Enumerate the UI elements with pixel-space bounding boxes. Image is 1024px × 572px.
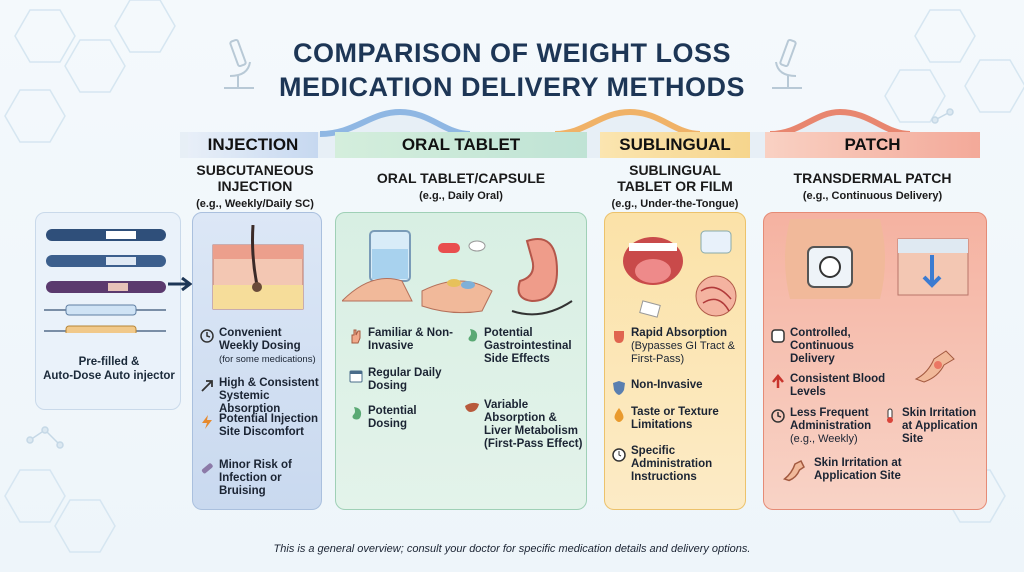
- hand-icon: [351, 329, 361, 344]
- sublingual-item-1: Rapid Absorption (Bypasses GI Tract & Fir…: [611, 327, 745, 366]
- device-label: Pre-filled & Auto-Dose Auto injector: [36, 355, 180, 383]
- sublingual-item-2: Non-Invasive: [611, 379, 745, 396]
- sublingual-item-3: Taste or Texture Limitations: [611, 406, 745, 432]
- square-icon: [771, 329, 785, 343]
- injection-item-3: Potential Injection Site Discomfort: [199, 413, 321, 439]
- oral-item-4-text: Potential Gastrointestinal Side Effects: [484, 327, 572, 365]
- sublingual-item-1-note: (Bypasses GI Tract & First-Pass): [631, 340, 735, 365]
- card-patch: Controlled, Continuous Delivery Consiste…: [763, 212, 987, 510]
- subtitle-patch-line1: TRANSDERMAL PATCH: [793, 170, 952, 186]
- subtitle-injection-line1: SUBCUTANEOUS: [196, 162, 314, 178]
- sublingual-item-2-text: Non-Invasive: [631, 379, 703, 391]
- timer-icon: [612, 448, 626, 462]
- injector-pens-illustration: [44, 229, 166, 333]
- liver-icon: [465, 402, 479, 412]
- patch-item-2-text: Consistent Blood Levels: [790, 373, 886, 398]
- header-injection: INJECTION: [188, 132, 318, 158]
- skin-layers-illustration: [212, 225, 304, 310]
- oral-item-2-text: Regular Daily Dosing: [368, 367, 442, 392]
- header-oral-tablet: ORAL TABLET: [335, 132, 587, 158]
- header-sublingual: SUBLINGUAL: [600, 132, 750, 158]
- oral-item-4: Potential Gastrointestinal Side Effects: [464, 327, 586, 366]
- stomach-icon: [352, 407, 362, 420]
- drop-icon: [614, 408, 624, 422]
- clock-icon: [771, 409, 785, 423]
- patch-item-5: Skin Irritation at Application Site: [780, 457, 930, 483]
- card-injection: Convenient Weekly Dosing (for some medica…: [192, 212, 322, 510]
- patch-item-2: Consistent Blood Levels: [770, 373, 890, 399]
- thermometer-icon: [887, 408, 893, 423]
- body-patch-illustration: [785, 219, 969, 299]
- lightning-icon: [202, 415, 212, 429]
- subtitle-sublingual-line2: TABLET OR FILM: [617, 178, 733, 194]
- microscope-icon: [772, 38, 802, 89]
- subtitle-oral: ORAL TABLET/CAPSULE (e.g., Daily Oral): [335, 170, 587, 204]
- subtitle-sublingual-line1: SUBLINGUAL: [629, 162, 721, 178]
- tongue-icon: [614, 331, 624, 343]
- oral-item-1-text: Familiar & Non-Invasive: [368, 327, 453, 352]
- shield-icon: [613, 381, 625, 395]
- arm-irritation-illustration: [914, 350, 955, 383]
- patch-item-5-text: Skin Irritation at Application Site: [814, 457, 902, 482]
- clock-icon: [200, 329, 214, 343]
- card-oral: Familiar & Non-Invasive Regular Daily Do…: [335, 212, 587, 510]
- injection-item-4: Minor Risk of Infection or Bruising: [199, 459, 321, 498]
- injection-item-1: Convenient Weekly Dosing (for some medica…: [199, 327, 321, 366]
- oral-item-1: Familiar & Non-Invasive: [348, 327, 458, 353]
- sublingual-item-4: Specific Administration Instructions: [611, 445, 745, 484]
- injector-devices-panel: Pre-filled & Auto-Dose Auto injector: [35, 212, 181, 410]
- microscope-icon: [224, 38, 254, 89]
- mouth-tongue-illustration: [623, 230, 737, 318]
- arrow-right-icon: [168, 277, 193, 291]
- subtitle-sublingual-example: (e.g., Under-the-Tongue): [611, 198, 739, 210]
- injection-item-2-text: High & Consistent Systemic Absorption: [219, 377, 319, 415]
- patch-item-1: Controlled, Continuous Delivery: [770, 327, 890, 366]
- glass-pills-stomach-illustration: [342, 230, 573, 316]
- patch-item-3-text: Less Frequent Administration: [790, 407, 872, 432]
- title-line-1: COMPARISON OF WEIGHT LOSS: [292, 38, 731, 68]
- injection-item-1-note: (for some medications): [219, 354, 316, 365]
- patch-item-3: Less Frequent Administration (e.g., Weekl…: [770, 407, 882, 446]
- subtitle-oral-example: (e.g., Daily Oral): [419, 190, 503, 202]
- oral-item-3: Potential Dosing: [348, 405, 458, 431]
- device-label-line2: Auto-Dose Auto injector: [43, 370, 175, 382]
- device-label-line1: Pre-filled &: [78, 356, 140, 368]
- card-sublingual: Rapid Absorption (Bypasses GI Tract & Fir…: [604, 212, 746, 510]
- patch-item-1-text: Controlled, Continuous Delivery: [790, 327, 854, 365]
- bandage-icon: [201, 463, 213, 474]
- injection-item-1-text: Convenient Weekly Dosing: [219, 327, 301, 352]
- subtitle-sublingual: SUBLINGUAL TABLET OR FILM (e.g., Under-t…: [600, 162, 750, 212]
- oral-item-2: Regular Daily Dosing: [348, 367, 458, 393]
- subtitle-oral-line1: ORAL TABLET/CAPSULE: [376, 170, 546, 186]
- title-line-2: MEDICATION DELIVERY METHODS: [278, 72, 746, 102]
- header-patch: PATCH: [765, 132, 980, 158]
- calendar-icon: [349, 370, 363, 383]
- patch-item-3-note: (e.g., Weekly): [790, 433, 858, 445]
- patch-item-4: Skin Irritation at Application Site: [882, 407, 986, 446]
- sublingual-item-1-text: Rapid Absorption: [631, 327, 728, 339]
- page-title: COMPARISON OF WEIGHT LOSS MEDICATION DEL…: [0, 36, 1024, 104]
- injection-item-4-text: Minor Risk of Infection or Bruising: [219, 459, 292, 497]
- arrow-up-icon: [772, 374, 784, 388]
- sublingual-item-4-text: Specific Administration Instructions: [631, 445, 713, 483]
- injection-item-2: High & Consistent Systemic Absorption: [199, 377, 321, 416]
- arm-icon: [782, 459, 805, 482]
- oral-item-3-text: Potential Dosing: [368, 405, 417, 430]
- patch-item-4-text: Skin Irritation at Application Site: [902, 407, 978, 445]
- oral-item-5: Variable Absorption & Liver Metabolism (…: [464, 399, 586, 451]
- subtitle-patch: TRANSDERMAL PATCH (e.g., Continuous Deli…: [765, 170, 980, 204]
- sublingual-item-3-text: Taste or Texture Limitations: [631, 406, 719, 431]
- subtitle-injection-line2: INJECTION: [217, 178, 293, 194]
- arrow-up-right-icon: [201, 380, 213, 392]
- injection-item-3-text: Potential Injection Site Discomfort: [219, 413, 319, 438]
- stomach-icon: [468, 329, 478, 342]
- oral-item-5-text: Variable Absorption & Liver Metabolism (…: [484, 399, 583, 450]
- subtitle-patch-example: (e.g., Continuous Delivery): [802, 190, 943, 202]
- subtitle-injection: SUBCUTANEOUS INJECTION (e.g., Weekly/Dai…: [188, 162, 322, 212]
- subtitle-injection-example: (e.g., Weekly/Daily SC): [196, 198, 314, 210]
- footer-disclaimer: This is a general overview; consult your…: [273, 543, 751, 555]
